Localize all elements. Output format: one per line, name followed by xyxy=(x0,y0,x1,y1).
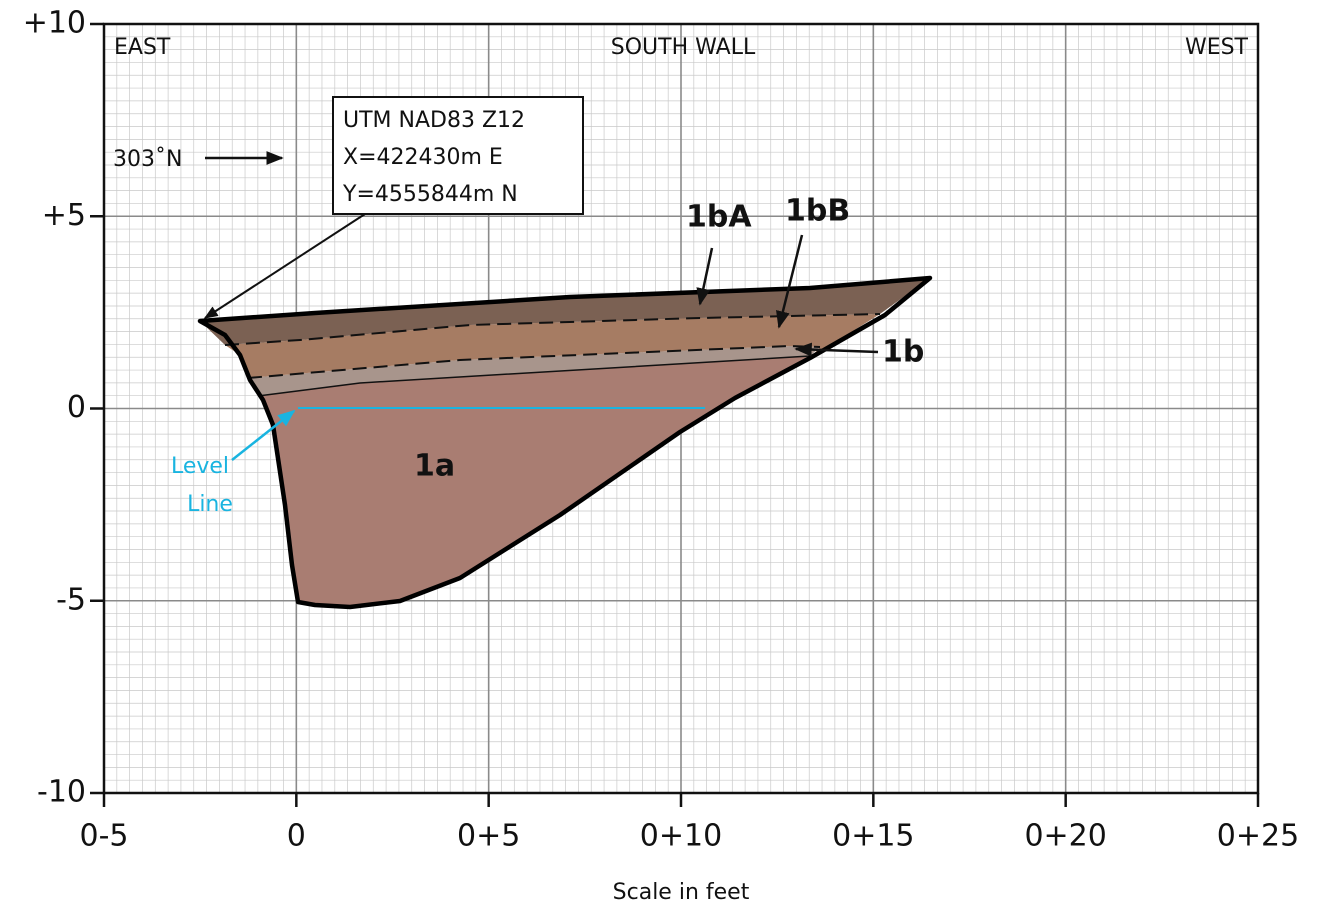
unit-label: 1b xyxy=(882,335,924,370)
unit-label: 1a xyxy=(414,449,455,484)
level-label: Level xyxy=(171,454,229,479)
x-tick-label: 0+15 xyxy=(832,819,914,854)
y-tick-label: 0 xyxy=(67,390,86,425)
diagram: EAST SOUTH WALL WEST UTM NAD83 Z12 X=422… xyxy=(0,0,1318,924)
unit-1a xyxy=(258,356,810,607)
level-label: Line xyxy=(187,492,233,517)
x-tick-label: 0+20 xyxy=(1024,819,1106,854)
x-tick-label: 0+5 xyxy=(457,819,520,854)
x-tick-label: 0-5 xyxy=(80,819,129,854)
x-tick-label: 0+25 xyxy=(1217,819,1299,854)
unit-label: 1bA xyxy=(686,200,752,235)
arrow xyxy=(205,214,365,318)
x-tick-label: 0+10 xyxy=(640,819,722,854)
y-tick-label: +5 xyxy=(42,198,86,233)
bearing: 303˚N xyxy=(113,147,182,172)
header-right: WEST xyxy=(1185,35,1249,60)
header-left: EAST xyxy=(114,35,171,60)
header-center: SOUTH WALL xyxy=(611,35,756,60)
location-line: UTM NAD83 Z12 xyxy=(343,108,525,133)
x-tick-label: 0 xyxy=(287,819,306,854)
location-line: Y=4555844m N xyxy=(342,182,518,207)
y-tick-label: +10 xyxy=(23,6,86,41)
x-axis-title: Scale in feet xyxy=(613,880,750,905)
y-tick-label: -10 xyxy=(37,775,86,810)
location-line: X=422430m E xyxy=(343,145,503,170)
y-tick-label: -5 xyxy=(56,582,86,617)
unit-label: 1bB xyxy=(785,194,850,229)
